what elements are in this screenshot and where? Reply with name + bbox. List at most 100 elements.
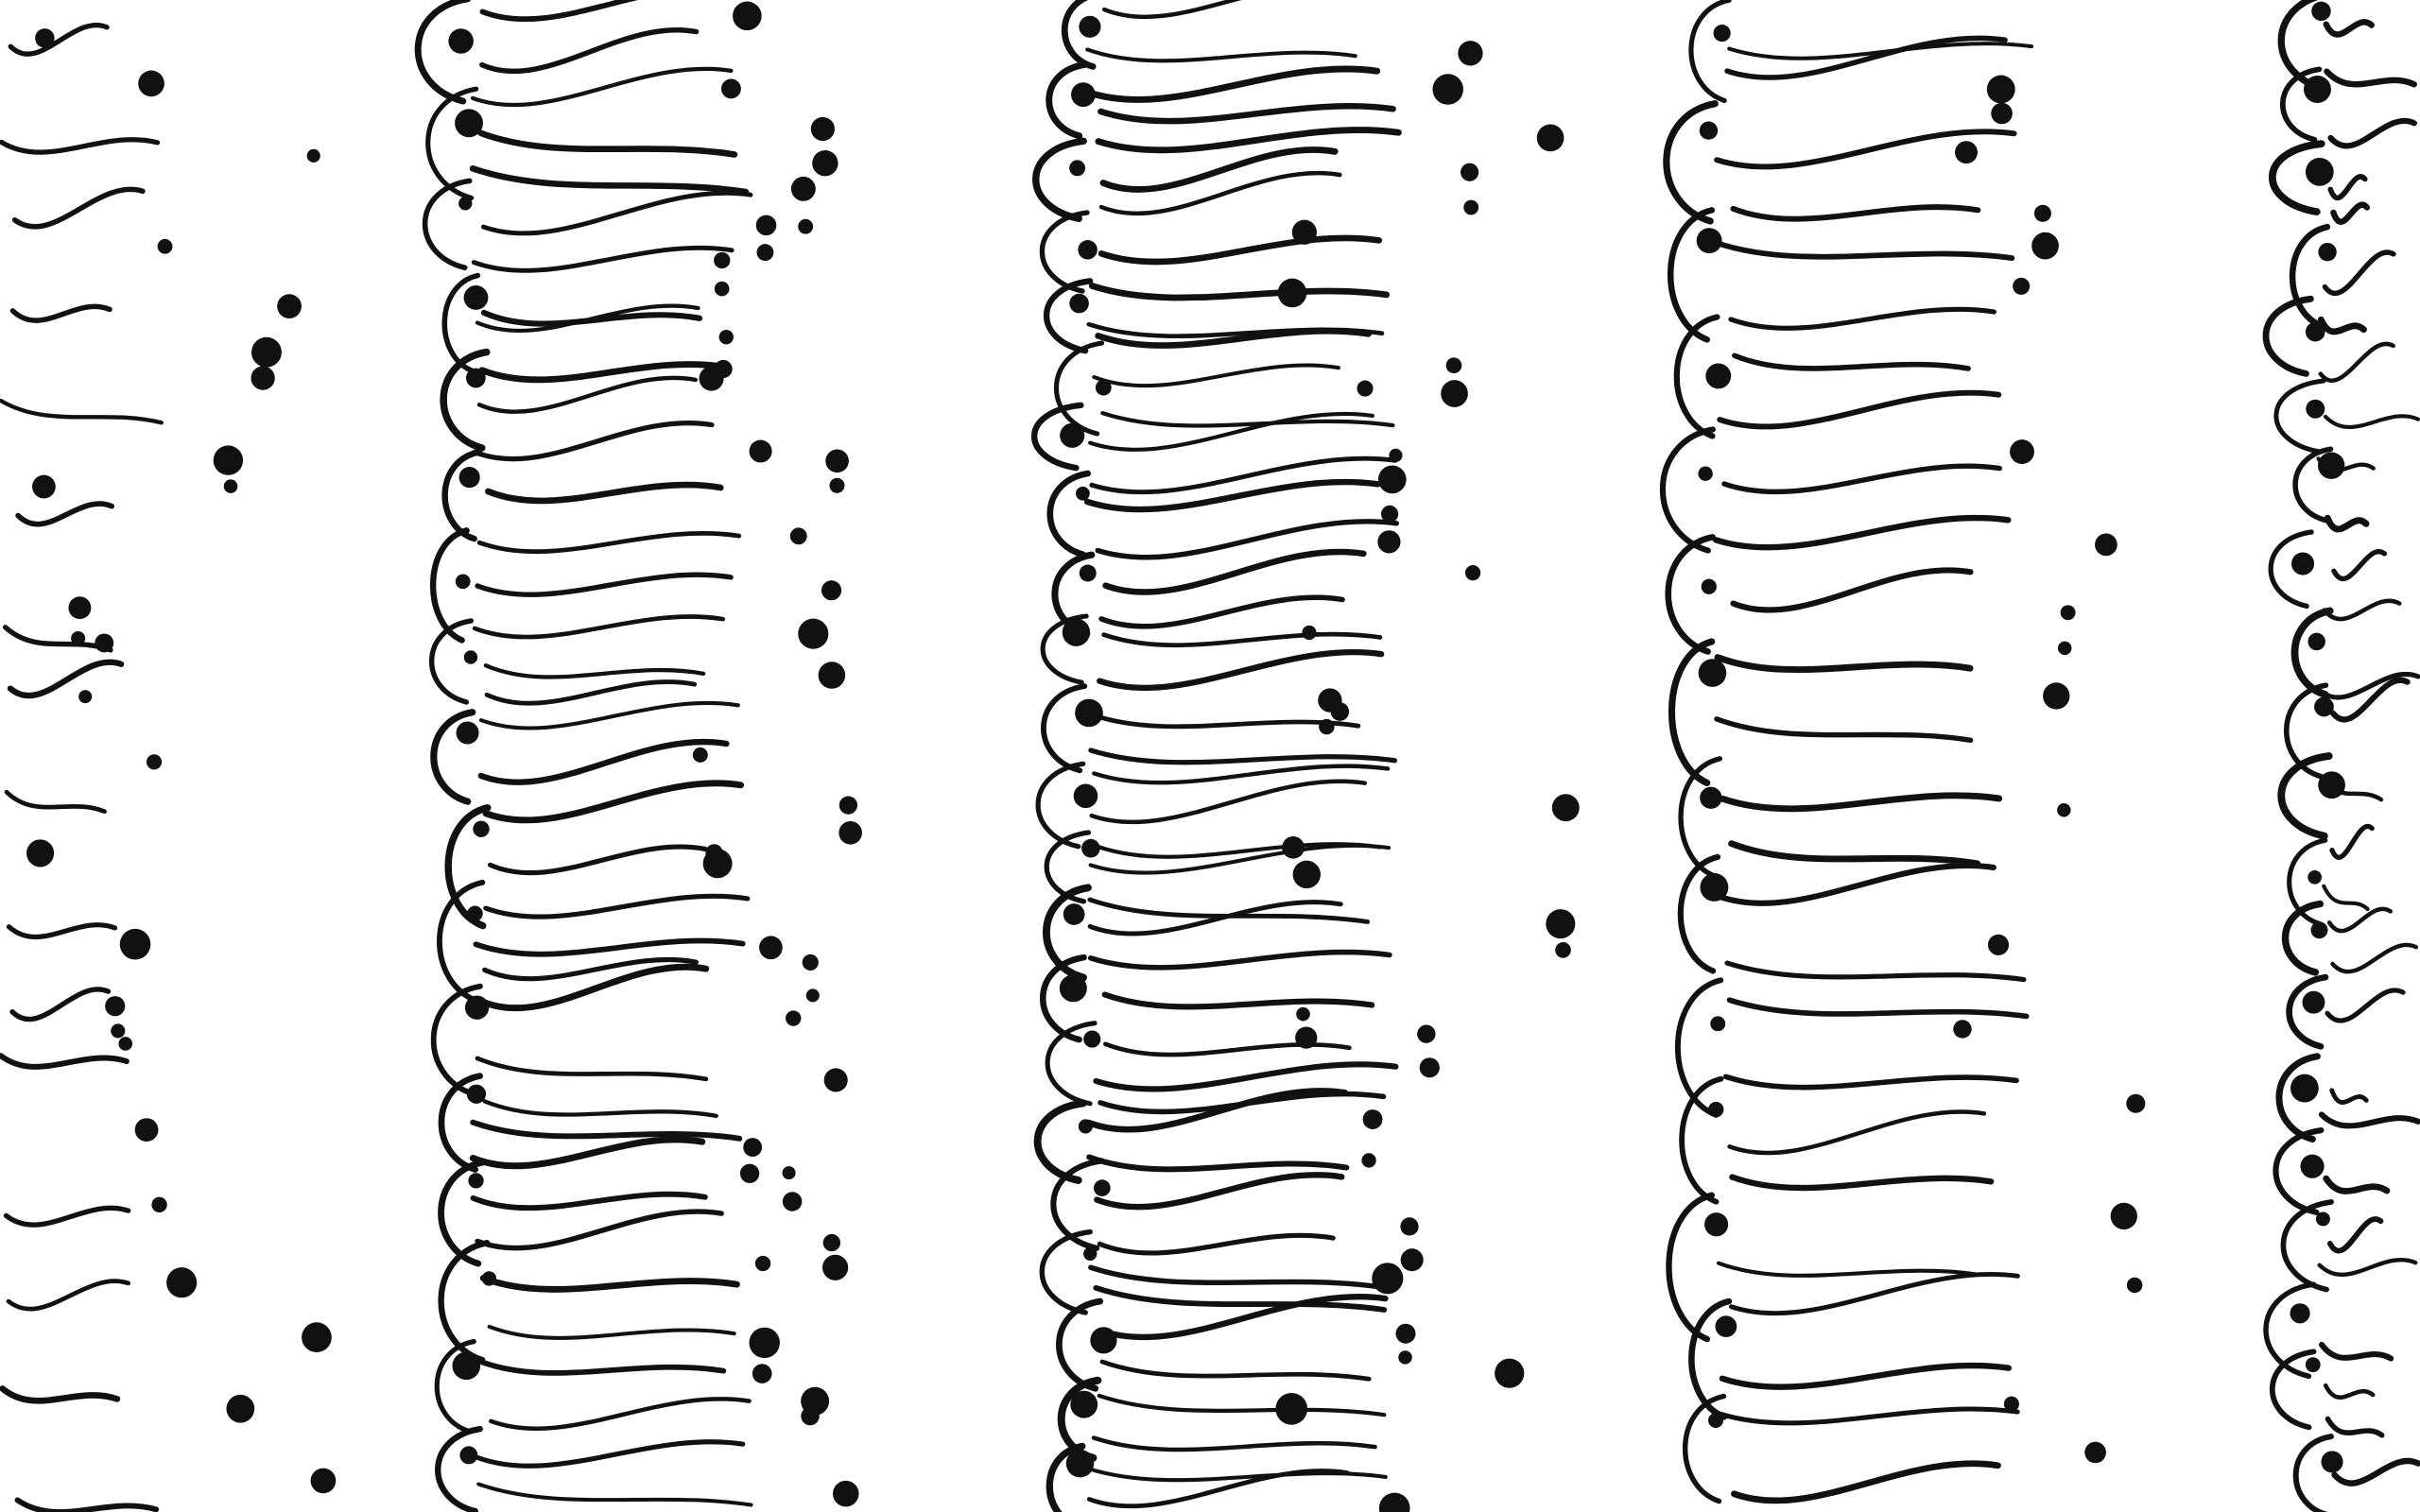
ink-loop — [428, 618, 475, 705]
ink-tail — [1098, 1294, 1389, 1341]
ink-tail — [472, 614, 726, 640]
ink-knot — [2314, 696, 2334, 717]
ink-knot — [1708, 1413, 1724, 1429]
ink-dot — [1953, 1020, 1972, 1039]
ink-loop — [2275, 1053, 2321, 1143]
ink-loop — [1688, 0, 1732, 103]
ink-tail — [1727, 42, 2034, 60]
ink-dot — [2043, 682, 2070, 710]
ink-loop — [1668, 638, 1716, 787]
ink-tail — [1088, 843, 1392, 875]
ink-tail — [1085, 1088, 1349, 1133]
ink-dot — [302, 1322, 332, 1353]
ink-tail — [1719, 792, 2003, 813]
ink-tail — [1094, 1172, 1345, 1211]
ink-tail — [469, 1136, 706, 1170]
ink-dot — [95, 633, 114, 653]
ink-dot — [838, 820, 862, 845]
ink-knot — [1699, 121, 1719, 140]
ink-tail — [1089, 779, 1368, 825]
ink-tail — [1091, 1435, 1377, 1452]
ink-dot — [1986, 75, 2015, 104]
ink-dot — [714, 281, 730, 297]
ink-dot — [743, 1138, 763, 1157]
ink-loop — [1682, 1393, 1727, 1504]
ink-tail — [2329, 1088, 2369, 1105]
ink-tail — [476, 531, 742, 555]
ink-tail — [1086, 1154, 1350, 1173]
ink-tail — [2325, 988, 2406, 1023]
ink-knot — [1705, 363, 1732, 389]
ink-loop — [1043, 278, 1094, 354]
ink-dot — [720, 78, 741, 99]
ink-knot — [448, 28, 474, 54]
ink-knot — [452, 1351, 481, 1381]
ink-tail — [1102, 548, 1367, 595]
ink-loop — [1043, 884, 1092, 982]
ink-dot — [1551, 794, 1580, 822]
ink-knot — [455, 109, 483, 138]
ink-loop — [2277, 752, 2333, 840]
ink-knot — [473, 820, 490, 837]
ink-dot — [166, 1267, 198, 1298]
ink-tail — [2319, 774, 2384, 802]
ink-tail — [478, 700, 740, 730]
ink-knot — [1715, 1315, 1737, 1338]
ink-tail — [2322, 884, 2370, 912]
ink-loop — [2281, 900, 2325, 976]
ink-dot — [1441, 380, 1468, 407]
ink-tail — [6, 922, 118, 939]
ink-knot — [458, 197, 473, 211]
ink-dot — [119, 928, 151, 960]
ink-loop — [1046, 470, 1091, 558]
ink-dot — [822, 1233, 841, 1252]
ink-dot — [2057, 803, 2071, 817]
ink-loop — [414, 0, 472, 105]
ink-tail — [489, 1397, 752, 1431]
ink-knot — [1708, 1101, 1724, 1118]
ink-dot — [1536, 124, 1564, 152]
ink-dot — [1377, 530, 1401, 554]
ink-tail — [485, 481, 724, 505]
ink-tail — [8, 23, 110, 57]
ink-tail — [1717, 389, 2002, 430]
ink-dot — [2084, 1441, 2106, 1464]
ink-tail — [475, 1056, 709, 1082]
ink-dot — [251, 366, 275, 390]
ink-dot — [838, 796, 858, 815]
ink-knot — [463, 285, 489, 310]
ink-tail — [1714, 654, 1974, 674]
ink-tail — [480, 190, 753, 236]
ink-dot — [2095, 533, 2118, 557]
ink-dot — [759, 936, 783, 960]
ink-dot — [810, 116, 835, 142]
ink-dot — [1295, 1026, 1318, 1049]
ink-tail — [2322, 249, 2396, 297]
ink-tail — [14, 1497, 160, 1512]
ink-knot — [1095, 379, 1112, 396]
ink-dot — [1372, 1263, 1404, 1295]
ink-loop — [2269, 1349, 2317, 1431]
ink-dot — [821, 580, 842, 601]
ink-dot — [798, 618, 829, 649]
ink-loop — [435, 1425, 483, 1512]
ink-tail — [2322, 598, 2402, 622]
ink-dot — [1378, 1492, 1410, 1512]
ink-tail — [2323, 1383, 2376, 1400]
ink-dot — [825, 449, 849, 473]
ink-dot — [226, 1394, 255, 1423]
ink-tail — [1715, 1406, 2020, 1426]
ink-tail — [2318, 1341, 2394, 1362]
ink-dot — [798, 218, 814, 234]
ink-tail — [1101, 0, 1242, 20]
ink-tail — [488, 844, 708, 876]
ink-tail — [2324, 514, 2370, 533]
ink-knot — [455, 574, 471, 590]
ink-dot — [1292, 860, 1321, 889]
ink-tail — [2326, 1216, 2384, 1254]
ink-knot — [459, 1446, 478, 1465]
ink-dot — [2010, 439, 2034, 465]
ink-tail — [0, 137, 161, 155]
ink-knot — [1698, 466, 1713, 481]
ink-dot — [2126, 1093, 2146, 1113]
